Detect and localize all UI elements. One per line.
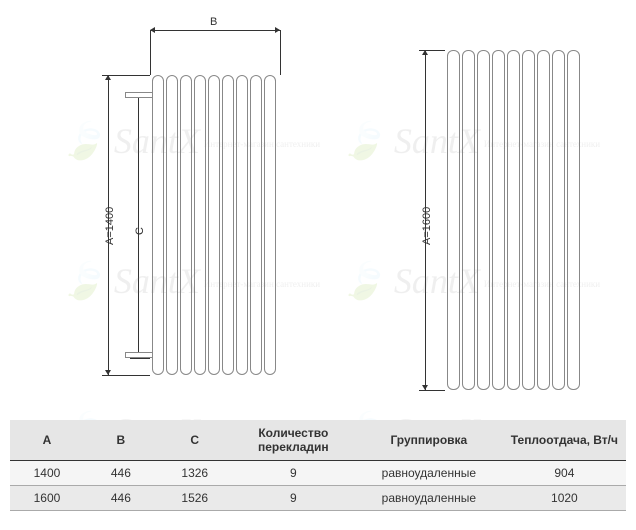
- table-cell: 1326: [158, 461, 232, 486]
- table-cell: 904: [503, 461, 626, 486]
- table-cell: 1526: [158, 486, 232, 511]
- dim-c-label: C: [134, 227, 146, 235]
- right-radiator: [445, 50, 585, 390]
- table-cell: 446: [84, 486, 158, 511]
- table-cell: 1400: [10, 461, 84, 486]
- spec-table-wrap: ABCКоличество перекладинГруппировкаТепло…: [10, 420, 626, 511]
- table-row: 140044613269равноудаленные904: [10, 461, 626, 486]
- dim-b-tick-left: [150, 30, 151, 75]
- radiator-tube: [567, 50, 580, 390]
- table-header-cell: B: [84, 420, 158, 461]
- radiator-tube: [250, 75, 262, 375]
- radiator-tube: [462, 50, 475, 390]
- dim-a1400-tick-bot: [102, 375, 150, 376]
- dim-b-tick-right: [280, 30, 281, 75]
- table-header-cell: Теплоотдача, Вт/ч: [503, 420, 626, 461]
- table-header-cell: Количество перекладин: [232, 420, 355, 461]
- dim-a1600-tick-bot: [419, 390, 445, 391]
- table-cell: 9: [232, 461, 355, 486]
- table-cell: равноудаленные: [355, 486, 503, 511]
- radiator-tube: [180, 75, 192, 375]
- table-cell: 1020: [503, 486, 626, 511]
- radiator-tube: [152, 75, 164, 375]
- radiator-tube: [492, 50, 505, 390]
- table-header-cell: A: [10, 420, 84, 461]
- dim-c-bracket-top: [125, 92, 153, 98]
- table-header-cell: C: [158, 420, 232, 461]
- radiator-tube: [552, 50, 565, 390]
- table-row: 160044615269равноудаленные1020: [10, 486, 626, 511]
- dim-a1600-label: A=1600: [421, 207, 433, 245]
- radiator-tube: [264, 75, 276, 375]
- radiator-tube: [507, 50, 520, 390]
- spec-table-body: 140044613269равноудаленные90416004461526…: [10, 461, 626, 511]
- canvas: B C A=1400: [0, 0, 636, 530]
- radiator-tube: [447, 50, 460, 390]
- table-cell: 446: [84, 461, 158, 486]
- table-header-cell: Группировка: [355, 420, 503, 461]
- dim-a1400-tick-top: [102, 75, 150, 76]
- dim-c-tick-bot: [130, 358, 150, 359]
- radiator-tube: [537, 50, 550, 390]
- table-cell: равноудаленные: [355, 461, 503, 486]
- table-cell: 1600: [10, 486, 84, 511]
- dim-a1600-tick-top: [419, 50, 445, 51]
- radiator-tube: [166, 75, 178, 375]
- dim-b-label: B: [210, 16, 217, 28]
- dim-b-line: [150, 30, 280, 31]
- radiator-tube: [222, 75, 234, 375]
- radiator-tube: [522, 50, 535, 390]
- left-radiator: [150, 75, 280, 375]
- radiator-tube: [194, 75, 206, 375]
- dim-c-bracket-bot: [125, 352, 153, 358]
- radiator-tube: [236, 75, 248, 375]
- table-cell: 9: [232, 486, 355, 511]
- spec-table-head: ABCКоличество перекладинГруппировкаТепло…: [10, 420, 626, 461]
- dim-a1400-label: A=1400: [104, 207, 116, 245]
- dim-c-line: [138, 92, 139, 358]
- radiator-tube: [477, 50, 490, 390]
- radiator-tube: [208, 75, 220, 375]
- spec-table: ABCКоличество перекладинГруппировкаТепло…: [10, 420, 626, 511]
- diagram-area: B C A=1400: [30, 20, 606, 400]
